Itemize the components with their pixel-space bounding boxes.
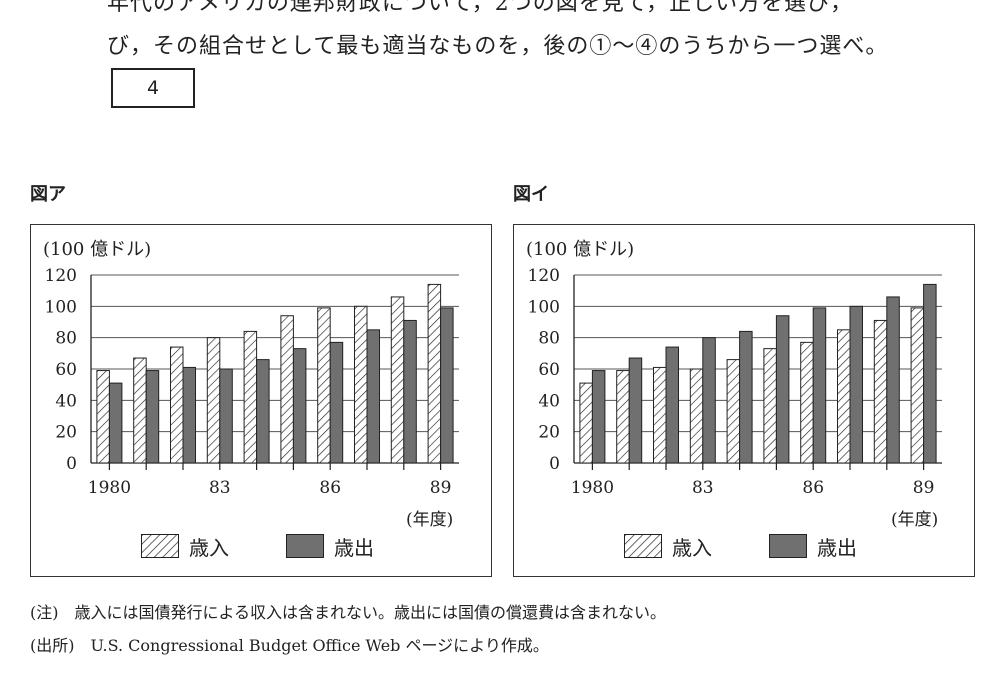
x-tick-label: 89: [913, 478, 935, 498]
y-tick-label: 40: [55, 391, 77, 411]
legend-expenditure-label: 歳出: [334, 536, 374, 560]
legend-expenditure-label: 歳出: [817, 536, 857, 560]
y-tick-label: 20: [55, 423, 77, 443]
bar-expenditure: [628, 357, 643, 464]
bar-revenue: [800, 341, 814, 464]
bar-expenditure: [923, 283, 937, 464]
bar-revenue: [354, 305, 368, 464]
bar-revenue: [616, 370, 630, 464]
legend-revenue-swatch: [624, 534, 662, 558]
answer-box: 4: [111, 68, 195, 108]
figure-a-year-unit: (年度): [406, 510, 454, 530]
footnote-source: (出所) U.S. Congressional Budget Office We…: [30, 636, 549, 655]
y-tick-label: 100: [45, 297, 77, 317]
figure-b-panel: (100 億ドル) 0 20 40 60 80 100 120 1980 83 86 89 (年度)…: [513, 224, 975, 577]
bar-expenditure: [886, 296, 900, 464]
y-tick-label: 120: [528, 266, 560, 286]
x-tick-label: 1980: [571, 478, 614, 498]
figure-b-year-unit: (年度): [891, 510, 939, 530]
y-tick-label: 60: [538, 360, 560, 380]
x-tick-label: 83: [692, 478, 714, 498]
figure-b-chart: 0 20 40 60 80 100 120 1980 83 86 89: [528, 266, 942, 498]
figure-a-title: 図ア: [30, 184, 66, 205]
y-tick-label: 60: [55, 360, 77, 380]
bar-revenue: [837, 329, 851, 464]
bar-revenue: [96, 370, 110, 464]
y-tick-label: 80: [55, 329, 77, 349]
bar-expenditure: [219, 368, 233, 464]
y-tick-label: 40: [538, 391, 560, 411]
bar-expenditure: [145, 370, 160, 464]
figure-a-chart: 0 20 40 60 80 100 120 1980 83 86 89: [45, 266, 459, 498]
y-tick-label: 0: [549, 454, 560, 474]
y-tick-label: 0: [66, 454, 77, 474]
bar-expenditure: [665, 346, 679, 464]
bar-expenditure: [849, 305, 863, 464]
x-tick-label: 83: [209, 478, 231, 498]
x-tick-label: 1980: [88, 478, 131, 498]
bar-expenditure: [292, 348, 307, 464]
bar-expenditure: [440, 307, 454, 464]
bar-revenue: [317, 307, 331, 464]
bar-expenditure: [108, 382, 123, 464]
bar-expenditure: [366, 329, 380, 464]
bar-revenue: [243, 330, 258, 464]
y-tick-label: 20: [538, 423, 560, 443]
bar-expenditure: [591, 370, 606, 464]
y-tick-label: 100: [528, 297, 560, 317]
bar-revenue: [427, 283, 442, 464]
bar-revenue: [910, 307, 925, 464]
bar-expenditure: [182, 366, 196, 464]
legend-revenue-label: 歳入: [672, 536, 712, 560]
bar-expenditure: [256, 359, 270, 464]
figure-b-title: 図イ: [513, 184, 549, 205]
question-text-line-1: び，その組合せとして最も適当なものを，後の①～④のうちから一つ選べ。: [107, 34, 889, 59]
bar-revenue: [653, 366, 667, 464]
bar-revenue: [763, 348, 777, 464]
legend-revenue-swatch: [141, 534, 179, 558]
legend-expenditure-swatch: [769, 534, 807, 558]
bar-expenditure: [739, 330, 753, 464]
y-tick-label: 120: [45, 266, 77, 286]
legend-revenue-label: 歳入: [189, 536, 229, 560]
bar-revenue: [579, 382, 593, 464]
x-tick-label: 89: [430, 478, 452, 498]
legend-expenditure-swatch: [286, 534, 324, 558]
bar-revenue: [689, 368, 704, 464]
x-tick-label: 86: [319, 478, 341, 498]
footnote-note: (注) 歳入には国債発行による収入は含まれない。歳出には国債の償還費は含まれない…: [30, 603, 667, 622]
figure-a-unit-label: (100 億ドル): [43, 239, 152, 260]
y-tick-label: 80: [538, 329, 560, 349]
bar-revenue: [170, 346, 184, 464]
figure-a-panel: (100 億ドル) 0 20 40 60 80 100 120 1980 83 86 89 (年度)…: [30, 224, 492, 577]
figure-b-unit-label: (100 億ドル): [526, 239, 635, 260]
x-tick-label: 86: [802, 478, 824, 498]
bar-revenue: [726, 359, 741, 464]
bar-expenditure: [775, 315, 790, 464]
bar-expenditure: [702, 337, 716, 464]
bar-revenue: [133, 357, 147, 464]
bar-expenditure: [403, 319, 417, 464]
bar-revenue: [280, 315, 294, 464]
bar-revenue: [873, 319, 888, 464]
bar-expenditure: [329, 341, 344, 464]
bar-revenue: [206, 337, 221, 464]
bar-expenditure: [812, 307, 827, 464]
bar-revenue: [390, 296, 405, 464]
question-text-line-0: 年代のアメリカの連邦財政について，2つの図を見て，正しい方を選び，: [107, 0, 854, 16]
